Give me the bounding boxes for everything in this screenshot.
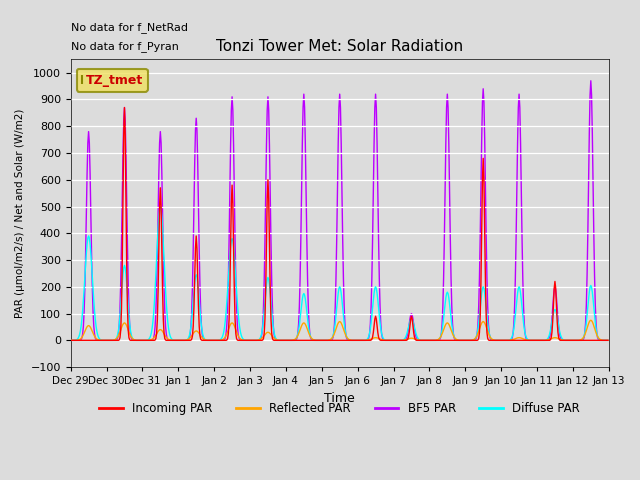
- X-axis label: Time: Time: [324, 392, 355, 405]
- Y-axis label: PAR (μmol/m2/s) / Net and Solar (W/m2): PAR (μmol/m2/s) / Net and Solar (W/m2): [15, 108, 25, 318]
- Title: Tonzi Tower Met: Solar Radiation: Tonzi Tower Met: Solar Radiation: [216, 39, 463, 54]
- Legend: Incoming PAR, Reflected PAR, BF5 PAR, Diffuse PAR: Incoming PAR, Reflected PAR, BF5 PAR, Di…: [95, 397, 585, 420]
- Text: No data for f_Pyran: No data for f_Pyran: [70, 41, 179, 52]
- Text: No data for f_NetRad: No data for f_NetRad: [70, 23, 188, 33]
